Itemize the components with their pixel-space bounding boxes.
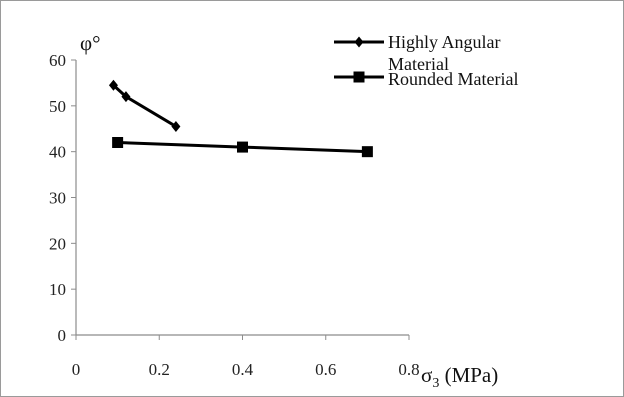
x-tick-label: 0 <box>72 360 81 379</box>
y-tick-label: 50 <box>49 97 66 116</box>
x-tick-label: 0.6 <box>315 360 336 379</box>
data-point <box>112 137 124 148</box>
legend-marker <box>353 71 365 83</box>
data-point <box>121 91 131 103</box>
legend-marker <box>354 36 364 48</box>
y-tick-label: 0 <box>58 326 67 345</box>
legend-entry-highly-angular: Highly Angular Material <box>334 32 501 74</box>
data-point <box>171 120 181 132</box>
series-group <box>108 79 373 158</box>
legend-entry-rounded: Rounded Material <box>334 69 518 89</box>
y-tick-label: 30 <box>49 189 66 208</box>
y-tick-label: 10 <box>49 280 66 299</box>
y-tick-label: 40 <box>49 143 66 162</box>
legend-label: Highly Angular Material <box>388 32 501 74</box>
y-tick-labels: 0 10 20 30 40 50 60 <box>49 51 76 345</box>
series-line <box>112 84 177 128</box>
x-tick-label: 0.4 <box>232 360 254 379</box>
data-point <box>108 79 118 91</box>
x-tick-labels: 0 0.2 0.4 0.6 0.8 <box>72 335 420 379</box>
x-axis-label: σ3 (MPa) <box>421 363 498 391</box>
data-point <box>361 146 373 158</box>
x-tick-label: 0.2 <box>149 360 170 379</box>
series-1 <box>108 79 181 132</box>
y-axis-label: φ° <box>80 31 101 55</box>
series-2 <box>112 137 373 158</box>
y-tick-label: 60 <box>49 51 66 70</box>
x-tick-label: 0.8 <box>398 360 419 379</box>
data-point <box>237 141 248 153</box>
legend-label: Rounded Material <box>388 69 518 89</box>
y-tick-label: 20 <box>49 234 66 253</box>
